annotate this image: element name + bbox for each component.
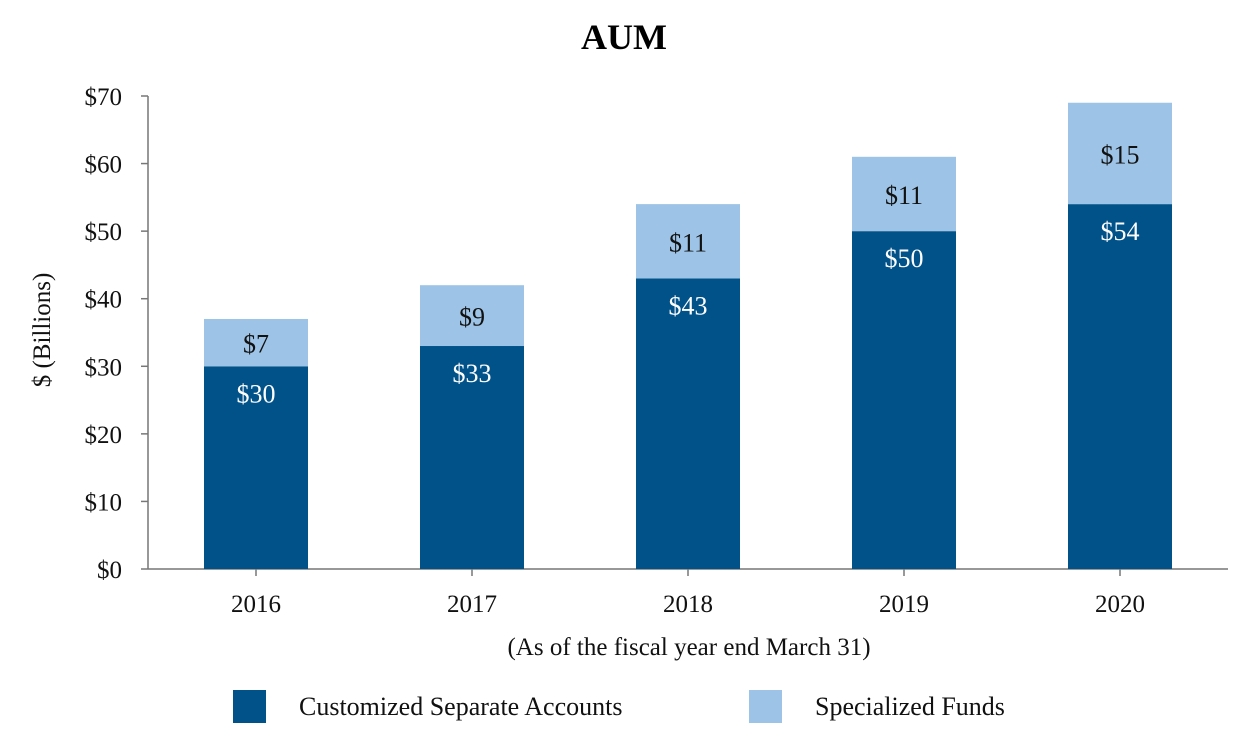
legend-swatch-specialized-funds — [749, 690, 782, 723]
y-tick-label: $70 — [85, 84, 123, 111]
data-label: $43 — [669, 291, 708, 320]
x-tick-label: 2019 — [879, 591, 929, 618]
bar-specialized-funds — [852, 156, 956, 232]
legend-label-customized-separate-accounts: Customized Separate Accounts — [299, 691, 623, 721]
x-tick-label: 2017 — [447, 591, 497, 618]
x-tick-label: 2018 — [663, 591, 713, 618]
data-label: $11 — [669, 228, 707, 257]
aum-chart: AUM $ (Billions) (As of the fiscal year … — [29, 17, 1228, 661]
y-tick-label: $50 — [85, 219, 123, 246]
bar-specialized-funds — [1068, 102, 1172, 205]
y-tick-label: $20 — [85, 422, 123, 449]
legend-swatch-customized-separate-accounts — [233, 690, 266, 723]
data-label: $7 — [243, 330, 269, 359]
data-label: $30 — [237, 379, 276, 408]
data-label: $15 — [1101, 140, 1140, 169]
x-axis-label: (As of the fiscal year end March 31) — [507, 634, 870, 661]
legend-label-specialized-funds: Specialized Funds — [815, 691, 1005, 721]
legend-item-customized-separate-accounts: Customized Separate Accounts — [233, 690, 622, 723]
bar-specialized-funds — [204, 318, 308, 367]
bar-specialized-funds — [420, 285, 524, 347]
y-tick-label: $30 — [85, 354, 123, 381]
bar-customized-separate-accounts — [204, 366, 308, 569]
data-label: $9 — [459, 303, 485, 332]
y-tick-label: $10 — [85, 489, 123, 516]
data-label: $11 — [885, 181, 923, 210]
y-axis-label: $ (Billions) — [29, 273, 56, 388]
bar-customized-separate-accounts — [636, 278, 740, 569]
y-tick-label: $40 — [85, 287, 123, 314]
data-label: $54 — [1101, 217, 1140, 246]
plot-area: $0 $10 $20 $30 $40 $50 $60 $70 2016 $30 $7 2017 $33 $… — [85, 84, 1228, 618]
y-tick-label: $60 — [85, 152, 123, 179]
bar-specialized-funds — [636, 204, 740, 279]
x-tick-label: 2020 — [1095, 591, 1145, 618]
legend-item-specialized-funds: Specialized Funds — [749, 690, 1005, 723]
x-tick-label: 2016 — [231, 591, 281, 618]
data-label: $33 — [453, 359, 492, 388]
chart-title: AUM — [581, 17, 667, 57]
legend: Customized Separate Accounts Specialized… — [0, 690, 1248, 740]
bar-customized-separate-accounts — [852, 231, 956, 569]
bar-customized-separate-accounts — [1068, 204, 1172, 569]
y-tick-label: $0 — [97, 557, 122, 584]
bar-customized-separate-accounts — [420, 346, 524, 569]
data-label: $50 — [885, 244, 924, 273]
